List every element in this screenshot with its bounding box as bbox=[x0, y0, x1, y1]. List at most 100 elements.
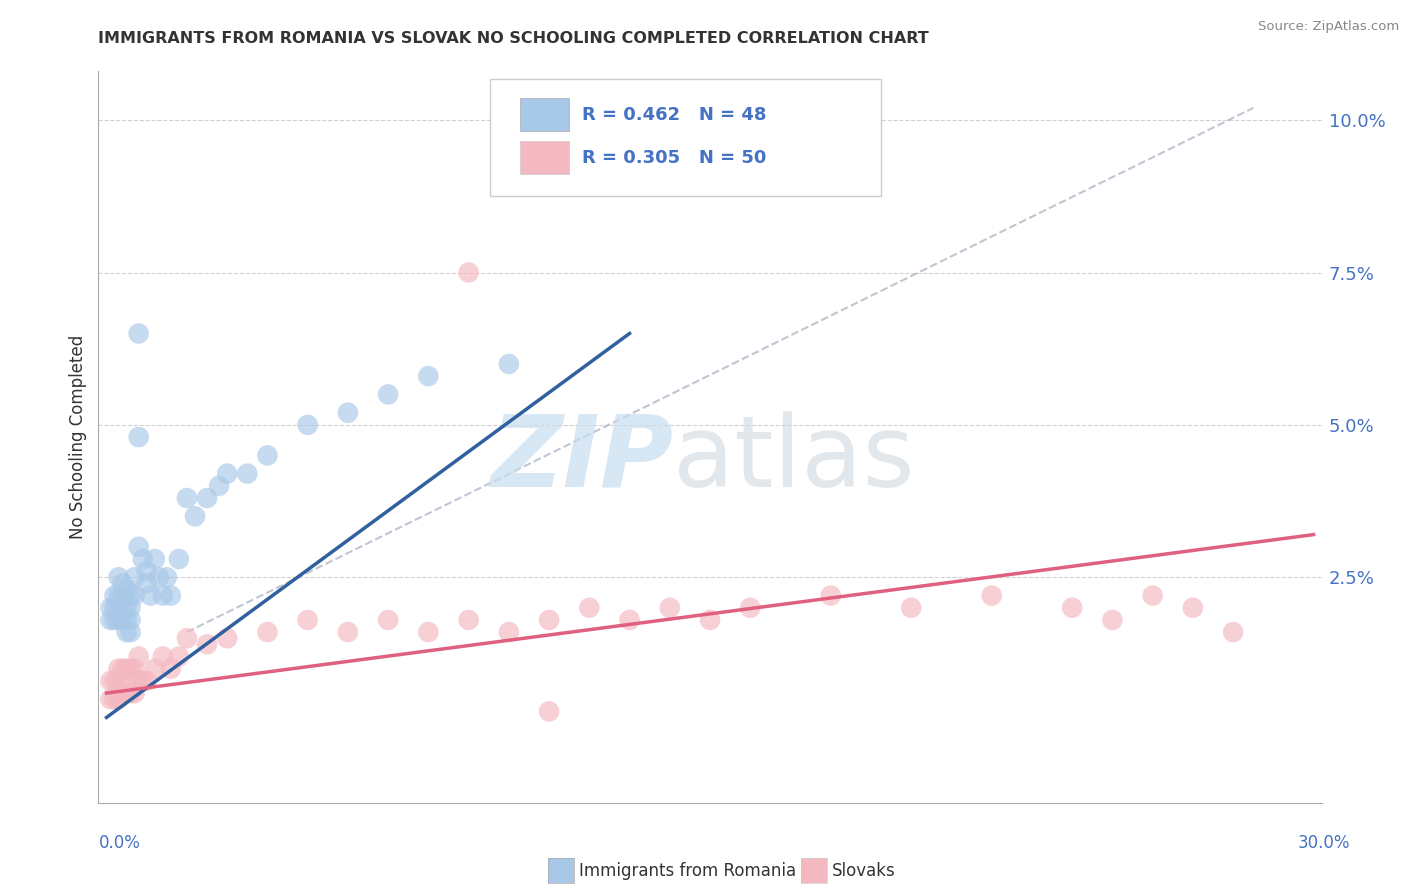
Point bbox=[208, 479, 231, 493]
Point bbox=[115, 625, 138, 640]
Point bbox=[336, 625, 359, 640]
Point bbox=[176, 491, 198, 505]
Point bbox=[377, 613, 399, 627]
Point bbox=[418, 625, 440, 640]
Point bbox=[128, 540, 150, 554]
Point bbox=[100, 613, 122, 627]
Point bbox=[498, 625, 520, 640]
Point bbox=[124, 589, 146, 603]
Point bbox=[103, 600, 125, 615]
Point bbox=[103, 589, 125, 603]
Point bbox=[148, 570, 170, 584]
Y-axis label: No Schooling Completed: No Schooling Completed bbox=[69, 335, 87, 539]
Point bbox=[578, 600, 600, 615]
Point bbox=[498, 357, 520, 371]
Point bbox=[128, 673, 150, 688]
Point bbox=[619, 613, 641, 627]
Point bbox=[120, 625, 142, 640]
Point bbox=[167, 649, 190, 664]
Point bbox=[457, 613, 479, 627]
Point bbox=[1062, 600, 1084, 615]
Point bbox=[115, 600, 138, 615]
Point bbox=[115, 686, 138, 700]
Point bbox=[124, 686, 146, 700]
Point bbox=[120, 662, 142, 676]
Point bbox=[131, 552, 153, 566]
Point bbox=[195, 491, 218, 505]
Point bbox=[120, 589, 142, 603]
Point bbox=[115, 673, 138, 688]
Point bbox=[167, 552, 190, 566]
Point bbox=[1222, 625, 1244, 640]
Point bbox=[103, 692, 125, 706]
Point bbox=[128, 430, 150, 444]
Point bbox=[100, 600, 122, 615]
Point bbox=[139, 589, 162, 603]
Point bbox=[128, 326, 150, 341]
Point bbox=[236, 467, 259, 481]
Text: Source: ZipAtlas.com: Source: ZipAtlas.com bbox=[1258, 20, 1399, 33]
Point bbox=[107, 600, 129, 615]
Point bbox=[538, 705, 561, 719]
Point bbox=[111, 686, 134, 700]
Point bbox=[120, 686, 142, 700]
Point bbox=[740, 600, 762, 615]
Text: R = 0.462   N = 48: R = 0.462 N = 48 bbox=[582, 106, 766, 124]
Point bbox=[107, 570, 129, 584]
Point bbox=[107, 673, 129, 688]
FancyBboxPatch shape bbox=[520, 98, 569, 131]
Point bbox=[131, 673, 153, 688]
Point bbox=[538, 613, 561, 627]
Text: 0.0%: 0.0% bbox=[98, 834, 141, 852]
Point bbox=[900, 600, 922, 615]
Point bbox=[107, 692, 129, 706]
Text: 30.0%: 30.0% bbox=[1298, 834, 1350, 852]
Point bbox=[124, 570, 146, 584]
Point bbox=[457, 266, 479, 280]
Point bbox=[135, 673, 157, 688]
Point bbox=[418, 369, 440, 384]
Point bbox=[699, 613, 721, 627]
Point bbox=[377, 387, 399, 401]
Point bbox=[256, 625, 278, 640]
Point bbox=[152, 589, 174, 603]
Point bbox=[128, 649, 150, 664]
Point bbox=[820, 589, 842, 603]
Point bbox=[217, 632, 239, 646]
Point bbox=[1101, 613, 1123, 627]
Point bbox=[107, 589, 129, 603]
Point bbox=[160, 589, 183, 603]
Point bbox=[111, 613, 134, 627]
FancyBboxPatch shape bbox=[520, 141, 569, 174]
Text: ZIP: ZIP bbox=[491, 410, 673, 508]
Point bbox=[184, 509, 207, 524]
Text: IMMIGRANTS FROM ROMANIA VS SLOVAK NO SCHOOLING COMPLETED CORRELATION CHART: IMMIGRANTS FROM ROMANIA VS SLOVAK NO SCH… bbox=[98, 31, 929, 46]
Point bbox=[160, 662, 183, 676]
Point bbox=[143, 552, 166, 566]
Point bbox=[115, 582, 138, 597]
FancyBboxPatch shape bbox=[489, 78, 882, 195]
Point bbox=[1181, 600, 1204, 615]
Point bbox=[103, 613, 125, 627]
Point bbox=[143, 662, 166, 676]
Point bbox=[980, 589, 1002, 603]
Point bbox=[1142, 589, 1164, 603]
Point bbox=[111, 662, 134, 676]
Point bbox=[195, 637, 218, 651]
Point bbox=[115, 662, 138, 676]
Point bbox=[256, 449, 278, 463]
Text: Slovaks: Slovaks bbox=[832, 862, 896, 880]
Point bbox=[152, 649, 174, 664]
Point bbox=[658, 600, 681, 615]
Point bbox=[336, 406, 359, 420]
Point bbox=[103, 673, 125, 688]
Point bbox=[111, 589, 134, 603]
Point bbox=[115, 613, 138, 627]
Point bbox=[135, 564, 157, 578]
Text: R = 0.305   N = 50: R = 0.305 N = 50 bbox=[582, 149, 766, 167]
Point bbox=[107, 613, 129, 627]
Text: Immigrants from Romania: Immigrants from Romania bbox=[579, 862, 796, 880]
Point bbox=[176, 632, 198, 646]
Point bbox=[297, 613, 319, 627]
Point bbox=[107, 662, 129, 676]
